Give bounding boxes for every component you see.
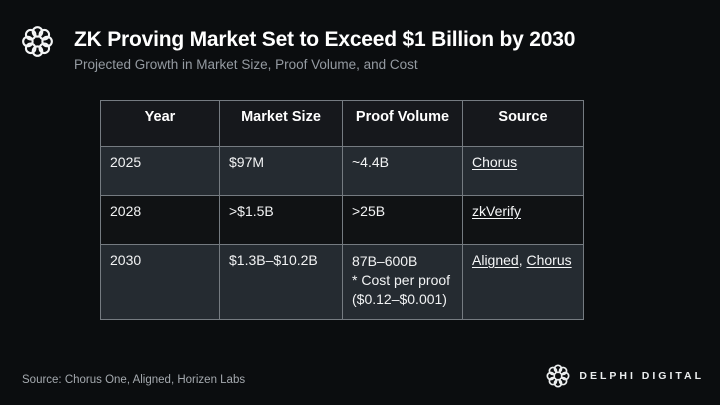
column-header-proof-volume: Proof Volume bbox=[342, 100, 463, 147]
source-link-zkverify[interactable]: zkVerify bbox=[472, 203, 522, 219]
cell-year: 2025 bbox=[100, 146, 220, 196]
cell-source: zkVerify bbox=[462, 195, 584, 245]
cell-source: Chorus bbox=[462, 146, 584, 196]
zk-market-table: Year Market Size Proof Volume Source 202… bbox=[100, 100, 584, 320]
proof-volume-line: * Cost per proof bbox=[352, 272, 451, 288]
delphi-digital-brand: DELPHI DIGITAL bbox=[545, 363, 704, 389]
column-header-year: Year bbox=[100, 100, 220, 147]
cell-proof-volume: >25B bbox=[342, 195, 463, 245]
cell-year: 2028 bbox=[100, 195, 220, 245]
cell-market-size: >$1.5B bbox=[219, 195, 343, 245]
source-link-chorus[interactable]: Chorus bbox=[526, 252, 572, 268]
cell-proof-volume: 87B–600B * Cost per proof ($0.12–$0.001) bbox=[342, 244, 463, 320]
delphi-logo-icon bbox=[546, 364, 570, 388]
table-header-row: Year Market Size Proof Volume Source bbox=[100, 100, 584, 147]
header: ZK Proving Market Set to Exceed $1 Billi… bbox=[74, 28, 575, 72]
cell-source: Aligned, Chorus bbox=[462, 244, 584, 320]
source-separator: , bbox=[518, 252, 527, 268]
cell-proof-volume: ~4.4B bbox=[342, 146, 463, 196]
column-header-market-size: Market Size bbox=[219, 100, 343, 147]
brand-wordmark: DELPHI DIGITAL bbox=[579, 370, 704, 382]
cell-market-size: $1.3B–$10.2B bbox=[219, 244, 343, 320]
source-attribution: Source: Chorus One, Aligned, Horizen Lab… bbox=[22, 374, 246, 386]
proof-volume-line: ($0.12–$0.001) bbox=[352, 291, 447, 307]
cell-year: 2030 bbox=[100, 244, 220, 320]
delphi-logo-icon bbox=[22, 26, 53, 57]
page-subtitle: Projected Growth in Market Size, Proof V… bbox=[74, 57, 418, 72]
table-row-2025: 2025 $97M ~4.4B Chorus bbox=[100, 146, 584, 196]
source-link-chorus[interactable]: Chorus bbox=[472, 154, 518, 170]
proof-volume-line: 87B–600B bbox=[352, 253, 418, 269]
page-title: ZK Proving Market Set to Exceed $1 Billi… bbox=[74, 28, 576, 51]
table-row-2028: 2028 >$1.5B >25B zkVerify bbox=[100, 195, 584, 245]
column-header-source: Source bbox=[462, 100, 584, 147]
source-link-aligned[interactable]: Aligned bbox=[472, 252, 519, 268]
table-row-2030: 2030 $1.3B–$10.2B 87B–600B * Cost per pr… bbox=[100, 244, 584, 320]
cell-market-size: $97M bbox=[219, 146, 343, 196]
